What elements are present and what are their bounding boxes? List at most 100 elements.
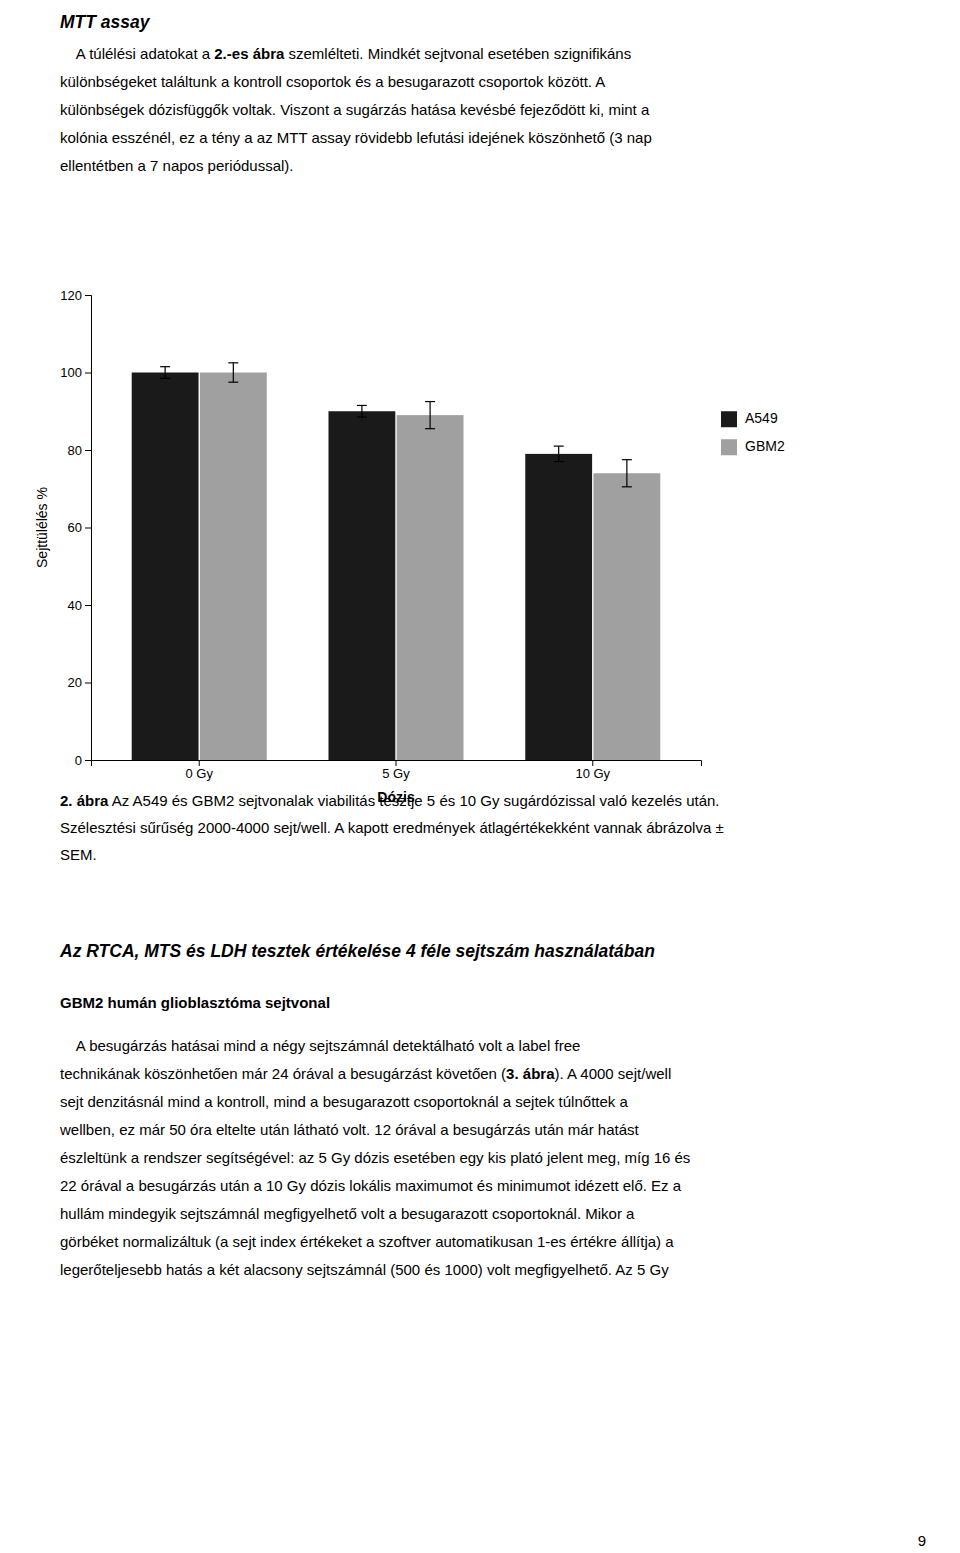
y-axis-title: Sejttülélés % — [34, 487, 50, 568]
paragraph-line: görbéket normalizáltuk (a sejt index ért… — [60, 1233, 674, 1250]
tick: 100 — [60, 365, 91, 380]
error-bar-line — [160, 366, 170, 367]
page-heading: MTT assay — [60, 12, 151, 32]
text-run: Az A549 és GBM2 sejtvonalak viabilitás t… — [108, 792, 719, 809]
y-axis: 0 20 40 60 80 100 120 — [60, 288, 91, 768]
paragraph-line: technikának köszönhetően már 24 órával a… — [60, 1065, 671, 1082]
error-bar-line — [361, 405, 362, 417]
error-bar — [357, 405, 367, 417]
tick-label: 80 — [68, 443, 82, 458]
tick-mark — [85, 760, 91, 761]
tick-label: 20 — [68, 675, 82, 690]
caption-line: 2. ábra Az A549 és GBM2 sejtvonalak viab… — [60, 792, 720, 809]
series — [200, 363, 660, 760]
tick-label: 40 — [68, 598, 82, 613]
tick-label: 0 Gy — [185, 766, 213, 781]
tick-mark — [85, 605, 91, 606]
tick-label: 10 Gy — [575, 766, 610, 781]
page: MTT assay A túlélési adatokat a 2.-es áb… — [0, 0, 960, 1553]
tick-label: 5 Gy — [382, 766, 410, 781]
text-run: 2.-es ábra — [214, 45, 285, 62]
bar — [200, 373, 267, 761]
error-bar — [160, 367, 170, 379]
tick: 120 — [60, 288, 91, 303]
error-bar-line — [622, 486, 632, 487]
tick-mark — [85, 528, 91, 529]
tick: 0 — [75, 753, 91, 768]
error-bar-line — [425, 401, 435, 402]
paragraph-line: A besugárzás hatásai mind a négy sejtszá… — [60, 1037, 580, 1054]
paragraph-line: A túlélési adatokat a 2.-es ábra szemlél… — [60, 45, 631, 62]
text-run: A túlélési adatokat a — [60, 45, 214, 62]
error-bar-line — [622, 459, 632, 460]
page-number: 9 — [918, 1532, 926, 1549]
chart: 0204060801001200 Gy5 Gy10 GyDózisSejttül… — [34, 288, 785, 805]
caption-label: 2. ábra — [60, 792, 109, 809]
tick: 60 — [68, 520, 91, 535]
paragraph-line: különbségek dózisfüggők voltak. Viszont … — [60, 101, 650, 118]
paragraph-line: kolónia esszénél, ez a tény a az MTT ass… — [60, 129, 652, 146]
bar — [132, 373, 199, 761]
text-run: szemlélteti. Mindkét sejtvonal esetében … — [284, 45, 631, 62]
error-bar-line — [554, 446, 564, 447]
bar — [593, 473, 660, 760]
tick-mark — [85, 450, 91, 451]
tick-mark — [85, 683, 91, 684]
subheading: GBM2 humán glioblasztóma sejtvonal — [60, 994, 330, 1011]
legend-label: GBM2 — [745, 438, 785, 454]
tick: 20 — [68, 675, 91, 690]
bars — [132, 363, 661, 760]
legend-swatch — [721, 411, 737, 427]
text-run: technikának köszönhetően már 24 órával a… — [60, 1065, 506, 1082]
paragraph-line: ellentétben a 7 napos periódussal). — [60, 157, 294, 174]
bar — [328, 411, 395, 760]
tick-mark — [396, 760, 397, 766]
tick-label: 60 — [68, 520, 82, 535]
tick: 40 — [68, 598, 91, 613]
paragraph-line: sejt denzitásnál mind a kontroll, mind a… — [60, 1093, 628, 1110]
error-bar-line — [554, 461, 564, 462]
error-bar-line — [233, 363, 234, 382]
text-run: ellentétben a 7 napos periódussal). — [60, 157, 294, 174]
tick: 10 Gy — [575, 760, 610, 781]
axis-line — [85, 296, 92, 761]
legend-swatch — [721, 439, 737, 455]
error-bar-line — [357, 416, 367, 417]
text-run: 3. ábra — [506, 1065, 555, 1082]
text-run: 22 órával a besugárzás után a 10 Gy dózi… — [60, 1177, 682, 1194]
legend-item: GBM2 — [721, 438, 785, 455]
legend: A549 GBM2 — [721, 410, 785, 455]
text-run: görbéket normalizáltuk (a sejt index ért… — [60, 1233, 674, 1250]
text-run: A besugárzás hatásai mind a négy sejtszá… — [60, 1037, 580, 1054]
tick: 5 Gy — [382, 760, 410, 781]
tick-label: 100 — [60, 365, 82, 380]
text-run: különbségeket találtunk a kontroll csopo… — [60, 73, 605, 90]
error-bar-line — [425, 428, 435, 429]
tick: 0 Gy — [185, 760, 213, 781]
error-bar — [228, 363, 238, 382]
series — [132, 367, 592, 760]
text-run: ). A 4000 sejt/well — [554, 1065, 671, 1082]
tick-mark — [85, 295, 91, 296]
bar — [397, 415, 464, 760]
error-bar — [554, 446, 564, 462]
tick: 80 — [68, 443, 91, 458]
error-bar — [425, 402, 435, 429]
text-run: észleltünk a rendszer segítségével: az 5… — [60, 1149, 690, 1166]
tick-label: 0 — [75, 753, 82, 768]
error-bar-line — [228, 362, 238, 363]
x-axis: 0 Gy 5 Gy 10 Gy — [92, 760, 702, 781]
tick-mark — [592, 760, 593, 766]
text-run: kolónia esszénél, ez a tény a az MTT ass… — [60, 129, 652, 146]
legend-item: A549 — [721, 410, 778, 427]
paragraph-line: észleltünk a rendszer segítségével: az 5… — [60, 1149, 690, 1166]
text-run: hullám mindegyik sejtszámnál megfigyelhe… — [60, 1205, 635, 1222]
legend-label: A549 — [745, 410, 778, 426]
text-run: legerőteljesebb hatás a két alacsony sej… — [60, 1261, 669, 1278]
paragraph-line: hullám mindegyik sejtszámnál megfigyelhe… — [60, 1205, 635, 1222]
text-run: sejt denzitásnál mind a kontroll, mind a… — [60, 1093, 628, 1110]
bar — [525, 454, 592, 760]
text-run: különbségek dózisfüggők voltak. Viszont … — [60, 101, 650, 118]
tick-mark — [199, 760, 200, 766]
axis-line — [92, 761, 702, 767]
